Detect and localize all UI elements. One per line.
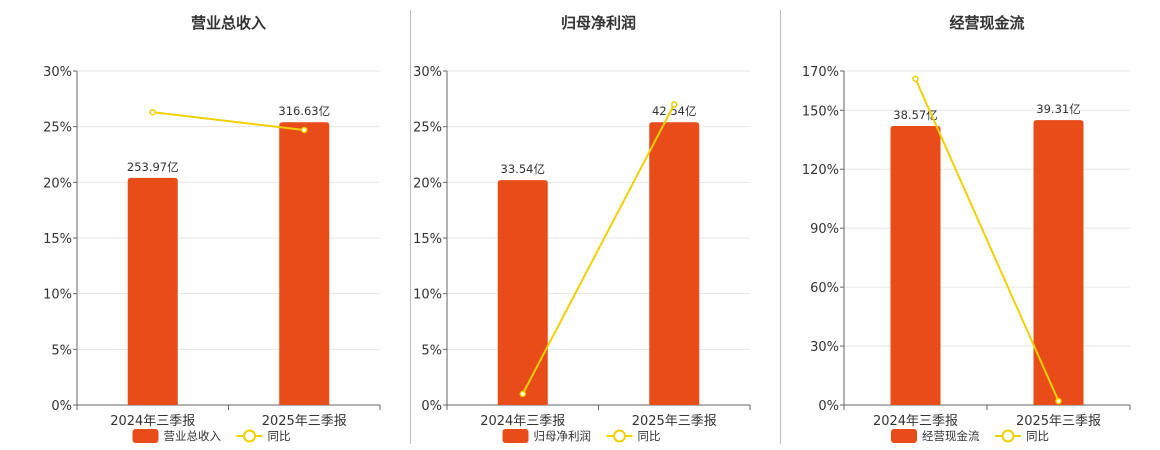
y-tick-label: 120% bbox=[802, 163, 839, 178]
legend-line-label: 同比 bbox=[638, 429, 661, 443]
legend-line-marker bbox=[613, 429, 626, 443]
yoy-line bbox=[914, 78, 1060, 402]
x-tick-label: 2025年三季报 bbox=[1016, 414, 1101, 429]
yoy-point bbox=[149, 108, 156, 116]
y-tick-label: 20% bbox=[43, 176, 72, 191]
x-tick-label: 2025年三季报 bbox=[262, 414, 347, 429]
legend-bar-label: 经营现金流 bbox=[922, 429, 980, 443]
bar bbox=[649, 122, 700, 406]
bar-data-label: 39.31亿 bbox=[1036, 102, 1080, 116]
bar bbox=[279, 122, 330, 406]
bar-data-label: 42.54亿 bbox=[652, 104, 696, 118]
y-tick-label: 30% bbox=[810, 340, 839, 355]
chart-title: 营业总收入 bbox=[191, 14, 266, 32]
yoy-point bbox=[1055, 397, 1062, 405]
legend-bar-swatch bbox=[502, 429, 529, 443]
y-tick-label: 5% bbox=[51, 343, 72, 358]
y-tick-label: 150% bbox=[802, 104, 839, 119]
y-tick-label: 10% bbox=[413, 288, 442, 303]
chart-svg: 营业总收入 0% 5% 10% 15% 20% 25% 30% 253.97亿 316.63亿 20… bbox=[43, 14, 381, 443]
chart-title: 经营现金流 bbox=[949, 14, 1024, 32]
chart-panel-net-profit: 归母净利润 0% 5% 10% 15% 20% 25% 30% 33.54亿 42.54亿 2024… bbox=[410, 0, 780, 450]
yoy-point bbox=[912, 75, 919, 83]
bar-data-label: 33.54亿 bbox=[501, 162, 545, 176]
panel-divider bbox=[410, 10, 411, 444]
chart-svg: 经营现金流 0% 30% 60% 90% 120% 150% 170% 38.57亿 39.31亿… bbox=[802, 14, 1131, 443]
chart-panel-cash-flow: 经营现金流 0% 30% 60% 90% 120% 150% 170% 38.57亿 39.31亿… bbox=[780, 0, 1160, 450]
legend-line-label: 同比 bbox=[1026, 429, 1049, 443]
chart-panel-revenue: 营业总收入 0% 5% 10% 15% 20% 25% 30% 253.97亿 316.63亿 20… bbox=[0, 0, 410, 450]
y-tick-label: 15% bbox=[43, 232, 72, 247]
chart-svg: 归母净利润 0% 5% 10% 15% 20% 25% 30% 33.54亿 42.54亿 2024… bbox=[413, 14, 751, 443]
bar bbox=[1033, 120, 1084, 405]
y-tick-label: 20% bbox=[413, 176, 442, 191]
bar bbox=[497, 180, 548, 405]
y-tick-label: 170% bbox=[802, 65, 839, 80]
yoy-point bbox=[519, 390, 526, 398]
x-tick-label: 2025年三季报 bbox=[632, 414, 717, 429]
y-tick-label: 30% bbox=[43, 65, 72, 80]
y-tick-label: 5% bbox=[421, 343, 442, 358]
y-tick-label: 0% bbox=[818, 399, 839, 414]
x-tick-label: 2024年三季报 bbox=[873, 414, 958, 429]
yoy-line bbox=[152, 111, 305, 131]
legend-bar-swatch bbox=[132, 429, 159, 443]
bar bbox=[127, 177, 178, 405]
bar-data-label: 38.57亿 bbox=[893, 108, 937, 122]
x-tick-label: 2024年三季报 bbox=[480, 414, 565, 429]
y-tick-label: 25% bbox=[413, 121, 442, 136]
legend-line-marker bbox=[1001, 429, 1015, 443]
bar bbox=[890, 126, 941, 405]
panel-divider bbox=[780, 10, 781, 444]
y-tick-label: 25% bbox=[43, 121, 72, 136]
legend-bar-label: 营业总收入 bbox=[164, 429, 222, 443]
chart-title: 归母净利润 bbox=[561, 14, 636, 32]
bar-data-label: 316.63亿 bbox=[278, 104, 330, 118]
y-tick-label: 30% bbox=[413, 65, 442, 80]
legend-bar-label: 归母净利润 bbox=[534, 429, 592, 443]
legend-line-label: 同比 bbox=[268, 429, 291, 443]
y-tick-label: 0% bbox=[421, 399, 442, 414]
y-tick-label: 60% bbox=[810, 281, 839, 296]
yoy-line bbox=[521, 103, 676, 395]
x-tick-label: 2024年三季报 bbox=[110, 414, 195, 429]
y-tick-label: 15% bbox=[413, 232, 442, 247]
bar-data-label: 253.97亿 bbox=[127, 160, 179, 174]
y-tick-label: 0% bbox=[51, 399, 72, 414]
yoy-point bbox=[671, 101, 678, 108]
y-tick-label: 90% bbox=[810, 222, 839, 237]
legend-bar-swatch bbox=[891, 429, 917, 443]
legend-line-marker bbox=[243, 429, 256, 443]
yoy-point bbox=[301, 126, 308, 134]
y-tick-label: 10% bbox=[43, 288, 72, 303]
